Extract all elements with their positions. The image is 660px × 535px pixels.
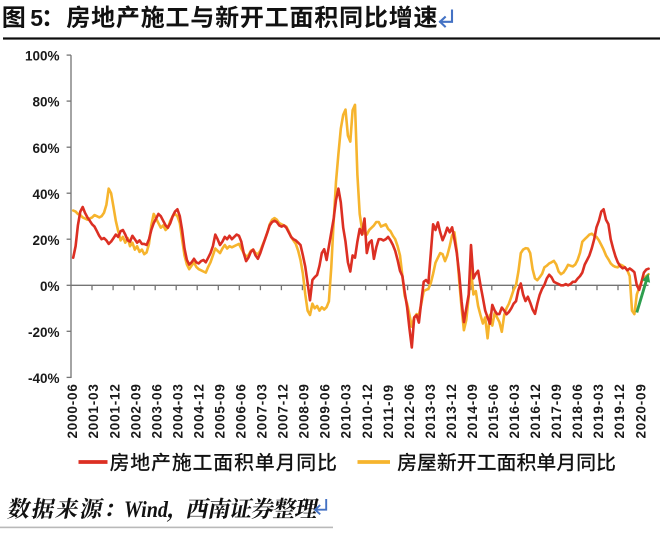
svg-text:2005-09: 2005-09 — [213, 383, 228, 438]
svg-text:20%: 20% — [32, 233, 59, 248]
svg-text:2014-09: 2014-09 — [465, 383, 480, 438]
svg-text:2010-03: 2010-03 — [339, 383, 354, 438]
svg-text:2013-12: 2013-12 — [444, 383, 459, 438]
svg-text:2010-12: 2010-12 — [360, 383, 375, 438]
svg-text:5: 5 — [30, 5, 43, 31]
svg-text:2019-12: 2019-12 — [612, 383, 627, 438]
svg-text:2012-06: 2012-06 — [402, 383, 417, 438]
svg-text:-40%: -40% — [28, 371, 60, 386]
svg-text:2001-12: 2001-12 — [107, 383, 122, 438]
svg-text:0%: 0% — [40, 279, 60, 294]
svg-text:2013-03: 2013-03 — [423, 383, 438, 438]
svg-text:40%: 40% — [32, 187, 59, 202]
svg-text:2020-09: 2020-09 — [633, 383, 648, 438]
svg-text:2008-09: 2008-09 — [297, 383, 312, 438]
svg-text:60%: 60% — [32, 141, 59, 156]
svg-text:2017-09: 2017-09 — [549, 383, 564, 438]
svg-text:2001-03: 2001-03 — [86, 383, 101, 438]
svg-text:2016-12: 2016-12 — [528, 383, 543, 438]
svg-text:2015-06: 2015-06 — [486, 383, 501, 438]
svg-text:2006-06: 2006-06 — [234, 383, 249, 438]
svg-text:2009-06: 2009-06 — [318, 383, 333, 438]
svg-text:2007-03: 2007-03 — [255, 383, 270, 438]
svg-text:2000-06: 2000-06 — [65, 383, 80, 438]
svg-text:2004-12: 2004-12 — [191, 383, 206, 438]
svg-text:2002-09: 2002-09 — [128, 383, 143, 438]
svg-text:-20%: -20% — [28, 325, 60, 340]
svg-text:2016-03: 2016-03 — [507, 383, 522, 438]
svg-text:2003-06: 2003-06 — [149, 383, 164, 438]
svg-text:2007-12: 2007-12 — [276, 383, 291, 438]
svg-text:2004-03: 2004-03 — [170, 383, 185, 438]
svg-text:Wind: Wind — [124, 497, 168, 522]
svg-text:2011-09: 2011-09 — [381, 384, 396, 438]
svg-text:2018-06: 2018-06 — [570, 383, 585, 438]
svg-text:100%: 100% — [25, 49, 60, 64]
svg-text:80%: 80% — [32, 95, 59, 110]
svg-text:2019-03: 2019-03 — [591, 383, 606, 438]
